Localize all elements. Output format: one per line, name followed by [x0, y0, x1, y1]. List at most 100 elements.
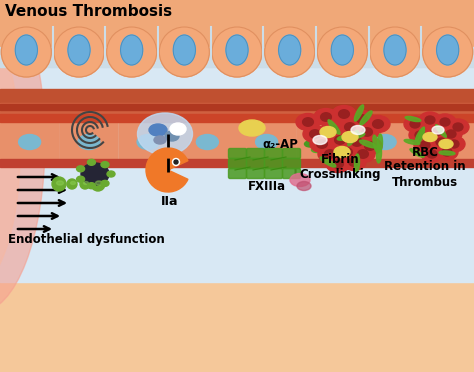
Ellipse shape: [87, 159, 95, 165]
FancyBboxPatch shape: [264, 169, 283, 179]
Ellipse shape: [328, 120, 340, 134]
Ellipse shape: [328, 131, 352, 148]
Ellipse shape: [409, 127, 431, 143]
FancyBboxPatch shape: [237, 119, 296, 165]
Ellipse shape: [342, 154, 366, 170]
Ellipse shape: [425, 124, 447, 140]
Ellipse shape: [362, 128, 373, 136]
Bar: [0, 89, 474, 107]
Ellipse shape: [328, 126, 338, 134]
Ellipse shape: [350, 110, 374, 128]
Ellipse shape: [440, 118, 450, 126]
Ellipse shape: [356, 115, 367, 123]
FancyBboxPatch shape: [283, 158, 301, 169]
Ellipse shape: [15, 35, 37, 65]
Ellipse shape: [159, 27, 210, 77]
Ellipse shape: [355, 154, 360, 172]
Ellipse shape: [335, 136, 346, 144]
Ellipse shape: [332, 141, 344, 147]
Ellipse shape: [318, 145, 342, 163]
Ellipse shape: [453, 123, 463, 131]
Ellipse shape: [405, 116, 421, 122]
FancyBboxPatch shape: [119, 119, 177, 165]
Ellipse shape: [373, 135, 379, 153]
Ellipse shape: [365, 142, 375, 150]
Ellipse shape: [320, 126, 336, 138]
FancyBboxPatch shape: [264, 148, 283, 158]
Ellipse shape: [317, 140, 328, 148]
Ellipse shape: [56, 181, 64, 185]
Ellipse shape: [302, 118, 313, 126]
Ellipse shape: [71, 182, 75, 185]
Ellipse shape: [313, 135, 327, 144]
FancyBboxPatch shape: [228, 158, 246, 169]
Ellipse shape: [317, 27, 367, 77]
Bar: [0, 0, 474, 62]
Ellipse shape: [320, 113, 331, 121]
Ellipse shape: [427, 150, 437, 158]
Ellipse shape: [421, 146, 443, 162]
Bar: [0, 159, 474, 167]
Ellipse shape: [430, 134, 452, 150]
Ellipse shape: [416, 127, 424, 141]
Circle shape: [173, 158, 180, 166]
Ellipse shape: [337, 134, 355, 140]
Ellipse shape: [443, 136, 465, 152]
Ellipse shape: [384, 35, 406, 65]
Ellipse shape: [120, 35, 143, 65]
Ellipse shape: [196, 135, 219, 150]
Ellipse shape: [239, 120, 265, 136]
Ellipse shape: [432, 126, 444, 134]
Bar: [0, 103, 474, 117]
Ellipse shape: [296, 113, 320, 131]
Text: RBC
Retention in
Thrombus: RBC Retention in Thrombus: [384, 145, 466, 189]
Text: Endothelial dysfunction: Endothelial dysfunction: [8, 232, 165, 246]
Ellipse shape: [333, 160, 343, 168]
Ellipse shape: [437, 35, 459, 65]
Ellipse shape: [423, 132, 437, 141]
Ellipse shape: [81, 163, 109, 185]
Ellipse shape: [449, 140, 459, 148]
Ellipse shape: [439, 140, 453, 148]
Ellipse shape: [18, 135, 41, 150]
Ellipse shape: [101, 161, 109, 168]
Ellipse shape: [264, 27, 315, 77]
Ellipse shape: [80, 179, 90, 189]
Ellipse shape: [255, 135, 278, 150]
Ellipse shape: [374, 135, 396, 150]
Ellipse shape: [77, 176, 84, 182]
Ellipse shape: [354, 148, 365, 153]
Ellipse shape: [1, 27, 51, 77]
Ellipse shape: [304, 141, 316, 147]
Bar: [0, 47, 474, 67]
Ellipse shape: [173, 35, 195, 65]
Ellipse shape: [107, 171, 115, 177]
Ellipse shape: [431, 128, 441, 136]
FancyBboxPatch shape: [415, 119, 474, 165]
Ellipse shape: [345, 134, 369, 151]
Ellipse shape: [67, 179, 77, 189]
Ellipse shape: [212, 27, 262, 77]
Bar: [0, 114, 474, 122]
Ellipse shape: [377, 134, 383, 152]
FancyBboxPatch shape: [356, 119, 414, 165]
Ellipse shape: [370, 27, 420, 77]
Ellipse shape: [436, 125, 447, 137]
Ellipse shape: [154, 136, 166, 144]
FancyBboxPatch shape: [0, 119, 59, 165]
Ellipse shape: [436, 144, 458, 160]
Ellipse shape: [345, 123, 356, 131]
Ellipse shape: [331, 35, 354, 65]
Text: Venous Thrombosis: Venous Thrombosis: [5, 4, 172, 19]
Ellipse shape: [410, 149, 424, 157]
Ellipse shape: [326, 148, 337, 153]
Ellipse shape: [310, 130, 320, 138]
Ellipse shape: [107, 27, 157, 77]
Ellipse shape: [342, 148, 352, 156]
FancyBboxPatch shape: [283, 169, 301, 179]
Ellipse shape: [415, 131, 425, 139]
Ellipse shape: [311, 148, 322, 153]
Ellipse shape: [410, 120, 420, 128]
FancyBboxPatch shape: [246, 169, 264, 179]
Ellipse shape: [165, 131, 179, 141]
